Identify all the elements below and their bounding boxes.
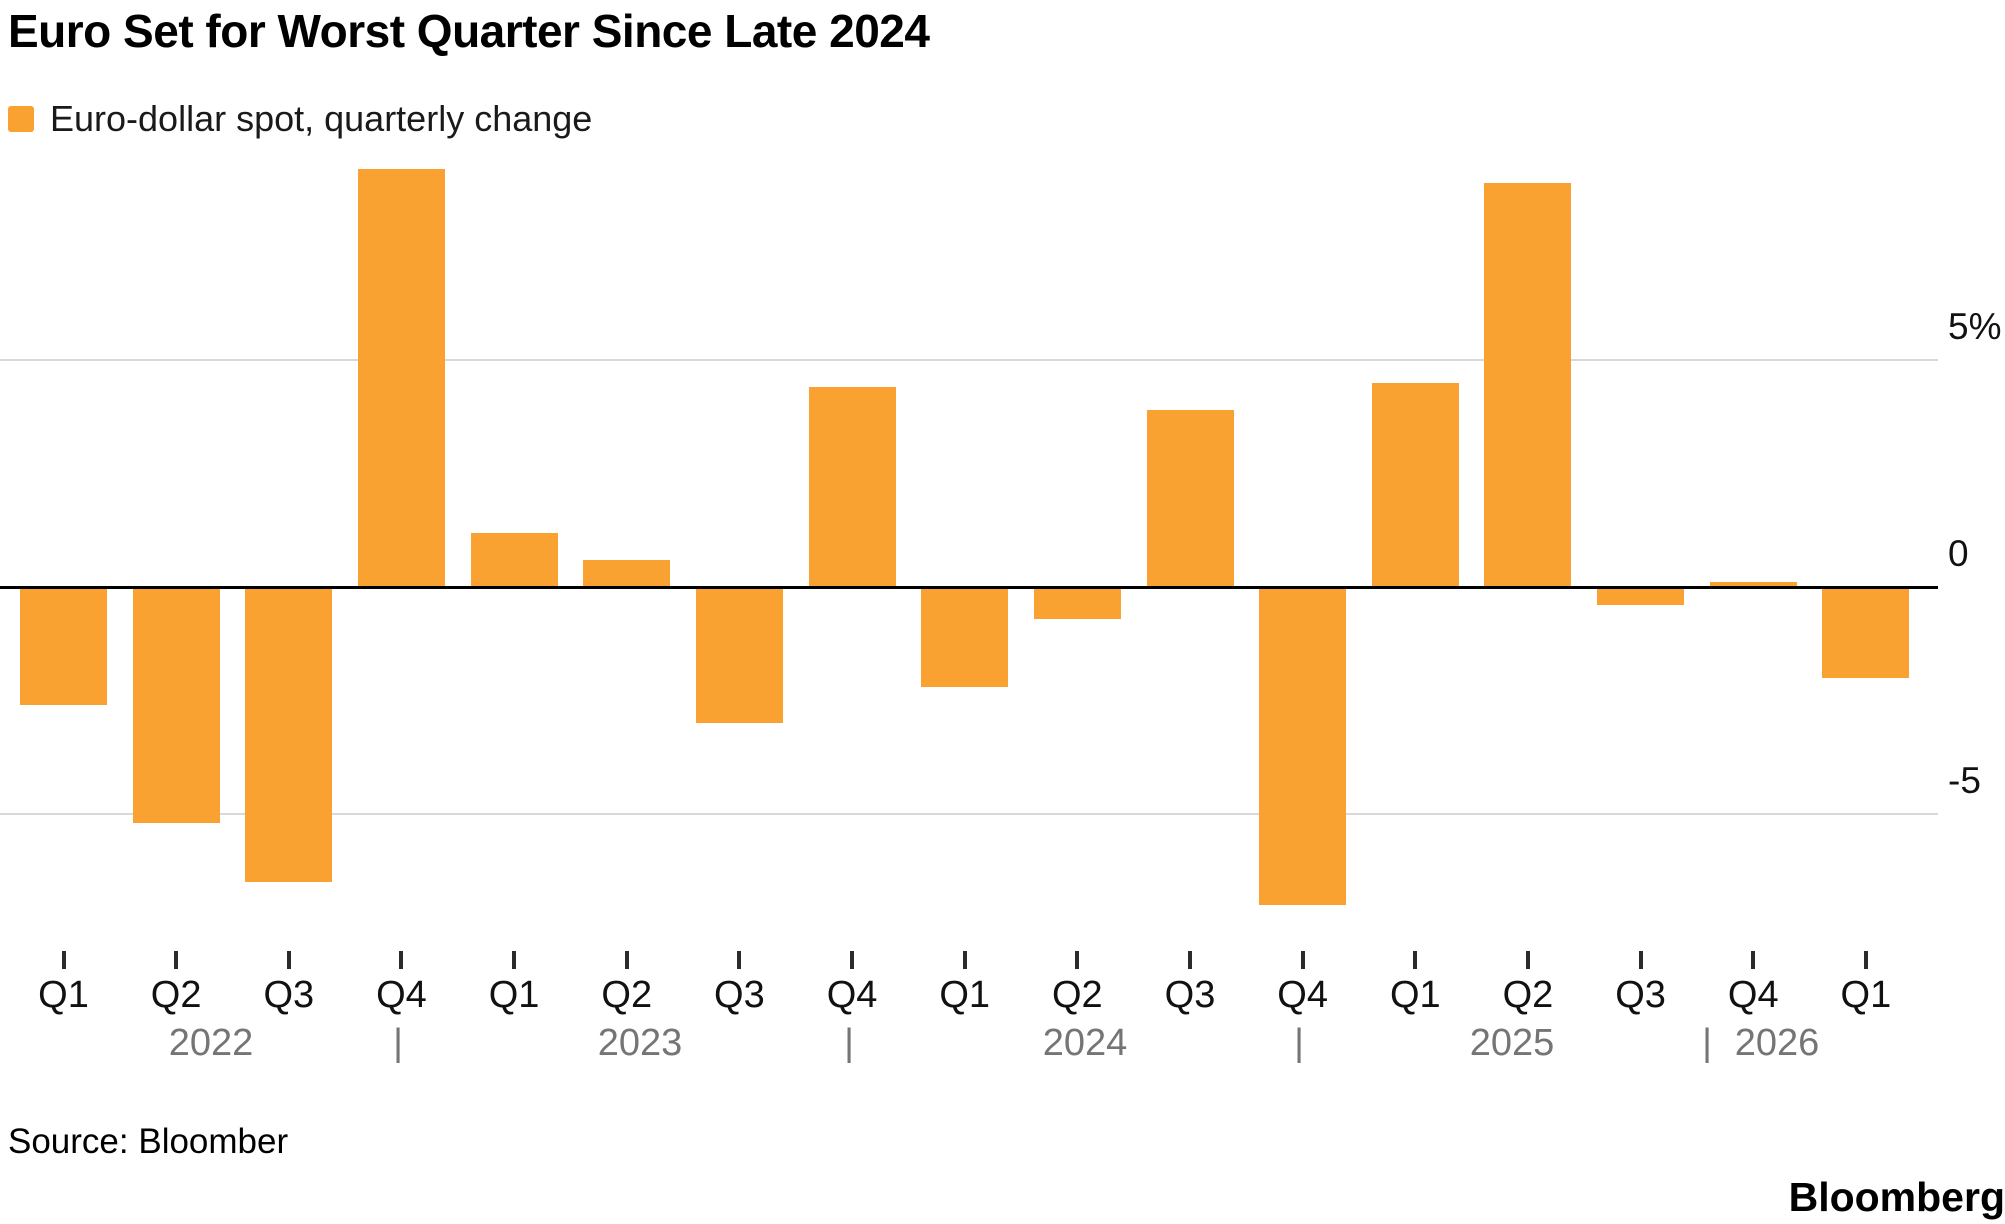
year-label-2023: 2023	[597, 1022, 683, 1064]
bar-q3-2022	[245, 587, 333, 883]
x-tick	[1075, 951, 1080, 969]
y-axis-label-5pct: 5%	[1948, 306, 2002, 347]
legend: Euro-dollar spot, quarterly change	[8, 98, 592, 139]
x-tick	[1413, 951, 1418, 969]
x-tick-label-q1-2025: Q1	[1389, 974, 1441, 1016]
x-tick	[624, 951, 629, 969]
x-tick	[61, 951, 66, 969]
x-tick	[1751, 951, 1756, 969]
x-tick-label-q2-2023: Q2	[601, 974, 653, 1016]
x-tick-label-q2-2025: Q2	[1502, 974, 1554, 1016]
x-tick-label-q2-2022: Q2	[150, 974, 202, 1016]
x-tick-label-q4-2025: Q4	[1727, 974, 1779, 1016]
x-tick-label-q3-2025: Q3	[1615, 974, 1666, 1016]
x-tick	[1863, 951, 1868, 969]
gridline-5pct	[0, 359, 1938, 361]
year-label-2025: 2025	[1469, 1022, 1555, 1064]
x-tick-label-q3-2022: Q3	[263, 974, 315, 1016]
year-separator: |	[844, 1022, 854, 1064]
x-tick	[1300, 951, 1305, 969]
bar-q1-2025	[1371, 382, 1459, 587]
bar-q1-2026	[1822, 587, 1910, 678]
bar-q4-2023	[808, 387, 896, 587]
x-tick-label-q1-2024: Q1	[939, 974, 991, 1016]
x-tick	[174, 951, 179, 969]
bar-q4-2022	[357, 169, 445, 587]
x-tick-label-q1-2023: Q1	[488, 974, 540, 1016]
bar-q2-2022	[132, 587, 220, 824]
x-tick	[962, 951, 967, 969]
bar-q1-2024	[921, 587, 1009, 687]
x-tick	[1638, 951, 1643, 969]
bar-q3-2025	[1597, 587, 1685, 606]
bar-q2-2025	[1484, 182, 1572, 587]
year-label-2022: 2022	[168, 1022, 254, 1064]
x-tick-label-q3-2024: Q3	[1164, 974, 1216, 1016]
year-separator: |	[393, 1022, 403, 1064]
y-axis-label-0: 0	[1948, 533, 1969, 574]
y-axis-label--5: -5	[1948, 760, 1981, 801]
x-tick-label-q2-2024: Q2	[1051, 974, 1103, 1016]
x-tick	[399, 951, 404, 969]
x-tick	[1188, 951, 1192, 969]
x-tick-label-q3-2023: Q3	[714, 974, 765, 1016]
year-label-2026: 2026	[1734, 1022, 1820, 1064]
bar-q3-2023	[695, 587, 783, 724]
x-tick	[850, 951, 855, 969]
x-tick-label-q4-2022: Q4	[376, 974, 427, 1016]
zero-axis-line	[0, 585, 1938, 589]
x-tick	[1525, 951, 1530, 969]
year-label-2024: 2024	[1042, 1022, 1128, 1064]
x-tick-label-q1-2022: Q1	[38, 974, 89, 1016]
year-separator: |	[1294, 1022, 1304, 1064]
year-separator: |	[1702, 1022, 1712, 1064]
gridline--5pct	[0, 813, 1938, 815]
x-tick-label-q4-2023: Q4	[826, 974, 878, 1016]
x-tick	[286, 951, 291, 969]
source-text: Source: Bloomber	[8, 1122, 289, 1161]
page-title: Euro Set for Worst Quarter Since Late 20…	[8, 5, 930, 57]
x-tick-label-q1-2026: Q1	[1840, 974, 1892, 1016]
bar-q4-2024	[1259, 587, 1347, 905]
bar-q2-2024	[1033, 587, 1121, 619]
bar-q4-2025	[1709, 582, 1797, 587]
legend-label: Euro-dollar spot, quarterly change	[50, 98, 593, 139]
x-tick-label-q4-2024: Q4	[1277, 974, 1328, 1016]
bar-q1-2023	[470, 532, 558, 587]
x-tick	[737, 951, 742, 969]
bar-q3-2024	[1146, 409, 1234, 587]
bloomberg-logo: Bloomberg	[1788, 1174, 2005, 1220]
bar-q1-2022	[20, 587, 107, 706]
x-tick	[512, 951, 517, 969]
legend-swatch	[8, 106, 34, 132]
bar-q2-2023	[583, 559, 671, 587]
